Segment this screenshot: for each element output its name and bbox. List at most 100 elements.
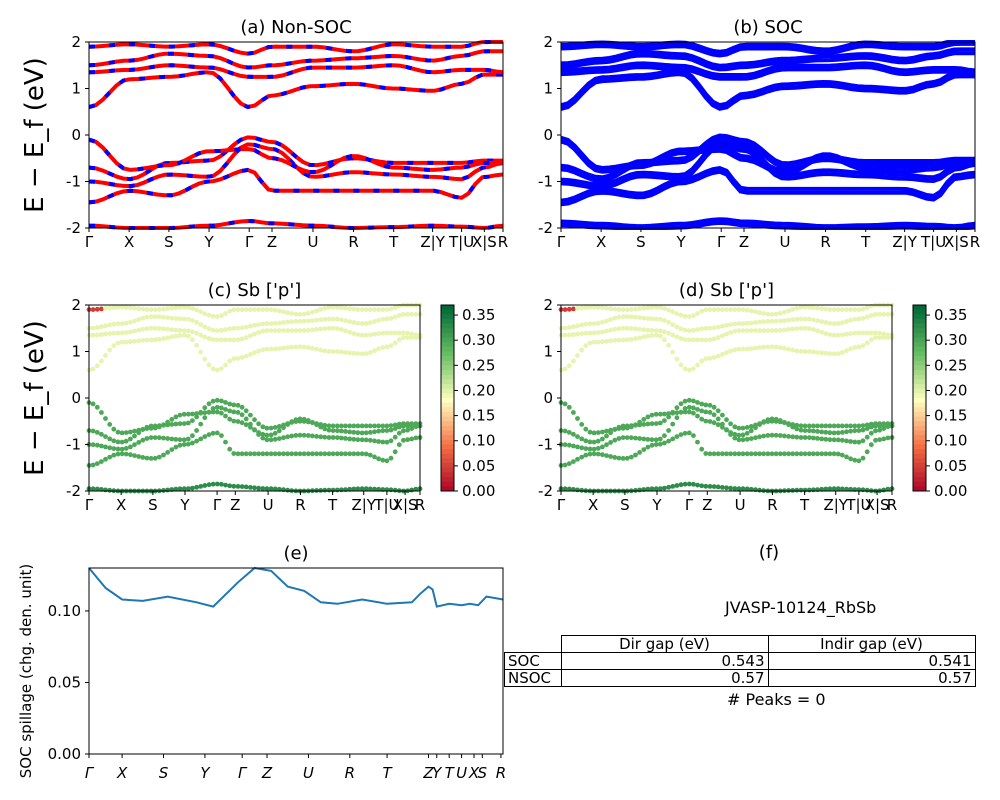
- scatter-point: [256, 348, 261, 354]
- scatter-point: [720, 412, 725, 418]
- scatter-point: [720, 323, 725, 329]
- scatter-point: [190, 306, 195, 311]
- scatter-point: [219, 481, 224, 487]
- scatter-point: [198, 421, 204, 427]
- scatter-point: [152, 435, 158, 440]
- scatter-point: [392, 422, 398, 428]
- scatter-point: [181, 328, 187, 333]
- scatter-point: [165, 450, 171, 455]
- scatter-point: [707, 451, 713, 457]
- scatter-point: [811, 349, 816, 355]
- scatter-point: [757, 319, 762, 325]
- scatter-point: [243, 335, 249, 340]
- scatter-point: [802, 325, 808, 331]
- scatter-point: [670, 436, 676, 442]
- scatter-point: [281, 435, 286, 441]
- scatter-point: [185, 328, 191, 334]
- scatter-point: [877, 423, 882, 429]
- scatter-point: [562, 462, 568, 468]
- scatter-point: [740, 321, 746, 326]
- scatter-point: [699, 483, 705, 489]
- scatter-point: [198, 484, 204, 489]
- scatter-point: [657, 441, 663, 447]
- colorbar-cell: [913, 486, 926, 492]
- scatter-point: [873, 312, 878, 317]
- colorbar-cell: [913, 477, 926, 483]
- panel-b-ytick-label: 2: [543, 33, 553, 51]
- scatter-point: [728, 330, 733, 335]
- scatter-point: [798, 427, 804, 433]
- scatter-point: [413, 332, 419, 338]
- gap-table: Dir gap (eV) Indir gap (eV) SOC 0.543 0.…: [504, 635, 976, 687]
- panel-e-xtick-label: S: [159, 764, 169, 782]
- scatter-point: [765, 311, 771, 317]
- scatter-point: [682, 327, 688, 333]
- scatter-point: [852, 439, 858, 445]
- scatter-point: [682, 398, 688, 404]
- scatter-point: [401, 330, 406, 336]
- colorbar-cell: [441, 416, 454, 422]
- scatter-point: [173, 437, 179, 442]
- scatter-point: [604, 328, 609, 334]
- scatter-point: [657, 411, 663, 417]
- scatter-point: [214, 367, 220, 373]
- scatter-point: [579, 445, 585, 451]
- colorbar-cell: [441, 421, 454, 427]
- scatter-point: [571, 324, 576, 330]
- scatter-point: [181, 421, 187, 426]
- scatter-point: [864, 340, 870, 346]
- scatter-point: [376, 423, 381, 429]
- scatter-point: [608, 317, 613, 322]
- scatter-point: [202, 311, 208, 317]
- scatter-point: [831, 451, 837, 457]
- scatter-point: [711, 325, 717, 331]
- scatter-point: [885, 311, 891, 317]
- scatter-point: [314, 308, 319, 314]
- scatter-point: [256, 330, 261, 335]
- scatter-point: [297, 416, 303, 422]
- scatter-point: [699, 401, 705, 407]
- scatter-point: [715, 484, 721, 490]
- band-line-red: [88, 40, 503, 56]
- scatter-point: [839, 320, 845, 326]
- scatter-point: [782, 309, 787, 315]
- scatter-point: [637, 450, 642, 455]
- scatter-point: [823, 486, 829, 492]
- scatter-point: [227, 326, 233, 332]
- scatter-point: [695, 400, 700, 405]
- scatter-point: [707, 419, 713, 424]
- scatter-point: [132, 433, 137, 439]
- scatter-point: [860, 343, 866, 349]
- scatter-point: [732, 424, 738, 430]
- scatter-point: [177, 305, 183, 310]
- scatter-point: [90, 486, 96, 492]
- band-line-soc: [560, 135, 975, 173]
- scatter-point: [132, 328, 137, 334]
- scatter-point: [835, 451, 841, 457]
- panel-b-ytick-label: 0: [543, 126, 553, 144]
- scatter-point: [210, 406, 216, 411]
- scatter-point: [856, 458, 862, 464]
- colorbar-cell: [441, 402, 454, 408]
- scatter-point: [782, 420, 787, 425]
- scatter-point: [811, 451, 816, 457]
- scatter-point: [156, 424, 162, 430]
- scatter-point: [786, 308, 791, 314]
- scatter-point: [583, 343, 589, 348]
- scatter-point: [194, 319, 200, 325]
- scatter-point: [662, 440, 667, 446]
- colorbar-cell: [913, 356, 926, 362]
- panel-a-xtick-label: T: [388, 233, 399, 251]
- panel-a-xtick-label: S: [164, 233, 174, 251]
- scatter-point: [645, 333, 651, 339]
- scatter-point: [181, 316, 187, 322]
- scatter-point: [111, 343, 117, 348]
- panel-e-xtick-label: U: [303, 764, 314, 782]
- band-line-red: [88, 70, 503, 110]
- scatter-point: [330, 316, 336, 322]
- scatter-point: [786, 317, 791, 323]
- scatter-point: [864, 426, 870, 431]
- scatter-point: [363, 451, 369, 457]
- scatter-point: [579, 454, 585, 460]
- scatter-point: [844, 454, 849, 460]
